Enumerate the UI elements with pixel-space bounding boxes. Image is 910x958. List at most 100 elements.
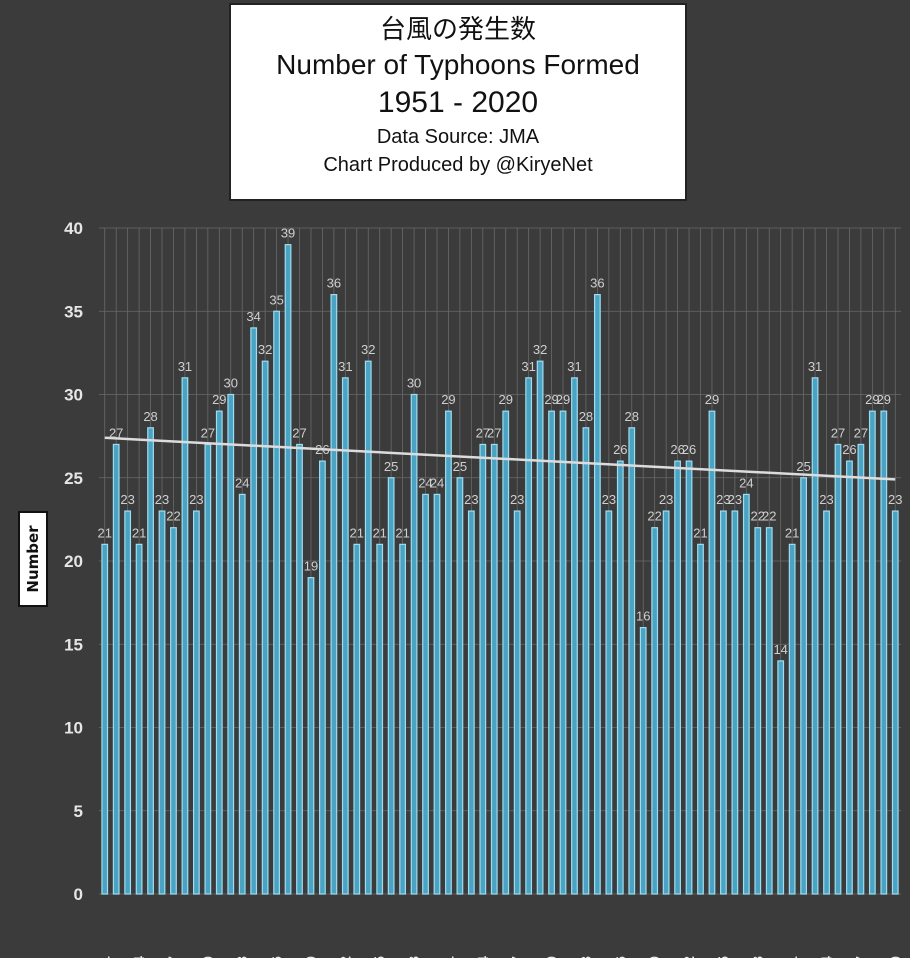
bar-2006: [731, 510, 739, 895]
x-tick-label: 1984: [475, 955, 492, 958]
value-label-1958: 31: [178, 359, 192, 374]
value-label-1951: 21: [97, 525, 111, 540]
value-label-1968: 27: [292, 425, 306, 440]
bar-1965: [261, 360, 269, 895]
data-source: Data Source: JMA: [376, 126, 540, 148]
value-label-1989: 32: [533, 342, 547, 357]
bar-2013: [811, 377, 819, 895]
value-label-2007: 24: [739, 475, 753, 490]
value-label-1969: 19: [304, 559, 318, 574]
x-tick-label: 2017: [853, 956, 870, 958]
bar-1989: [536, 360, 544, 895]
chart-credit: Chart Produced by @KiryeNet: [323, 154, 593, 176]
value-label-1962: 30: [224, 376, 238, 391]
bar-1988: [525, 377, 533, 895]
x-tick-label: 1990: [544, 956, 561, 958]
bar-1979: [422, 493, 429, 895]
value-label-1966: 35: [269, 292, 283, 307]
value-label-1970: 26: [315, 442, 329, 457]
x-tick-label: 1969: [303, 956, 320, 958]
value-label-2012: 25: [796, 459, 810, 474]
y-tick-label: 20: [64, 552, 83, 571]
bar-1966: [273, 310, 280, 895]
value-label-1954: 21: [132, 525, 146, 540]
value-label-1981: 29: [441, 392, 455, 407]
bar-1955: [147, 427, 154, 895]
bar-2011: [788, 543, 796, 895]
bar-2019: [880, 410, 888, 895]
chart-title: Number of Typhoons Formed: [276, 49, 640, 80]
bar-2000: [662, 510, 670, 895]
value-label-1964: 34: [246, 309, 260, 324]
value-label-1980: 24: [430, 475, 444, 490]
value-label-2002: 26: [682, 442, 696, 457]
bar-1959: [192, 510, 200, 895]
value-label-1952: 27: [109, 425, 123, 440]
y-tick-label: 25: [64, 469, 83, 488]
bar-1974: [364, 360, 372, 895]
bar-2015: [834, 443, 842, 895]
value-label-2009: 22: [762, 509, 776, 524]
value-label-1955: 28: [143, 409, 157, 424]
value-label-1992: 31: [567, 359, 581, 374]
value-label-1987: 23: [510, 492, 524, 507]
value-label-2003: 21: [693, 525, 707, 540]
value-label-1977: 21: [395, 525, 409, 540]
bar-1981: [445, 410, 452, 895]
value-label-1963: 24: [235, 475, 249, 490]
value-label-2000: 23: [659, 492, 673, 507]
bar-2009: [765, 527, 773, 895]
x-tick-label: 1981: [440, 956, 457, 958]
value-label-1967: 39: [281, 226, 295, 241]
value-label-1985: 27: [487, 425, 501, 440]
value-label-1984: 27: [476, 425, 490, 440]
value-label-1965: 32: [258, 342, 272, 357]
bar-1972: [341, 377, 349, 895]
value-label-2013: 31: [808, 359, 822, 374]
value-label-1982: 25: [453, 459, 467, 474]
bars: [101, 244, 899, 895]
value-label-2019: 29: [877, 392, 891, 407]
value-label-2016: 26: [842, 442, 856, 457]
bar-2003: [697, 543, 704, 895]
bar-1951: [101, 543, 109, 895]
bar-2008: [754, 527, 762, 895]
value-label-1998: 16: [636, 609, 650, 624]
bar-2016: [846, 460, 853, 895]
bar-1992: [571, 377, 578, 895]
value-label-1999: 22: [647, 509, 661, 524]
x-tick-label: 2020: [887, 956, 904, 958]
value-label-1994: 36: [590, 276, 604, 291]
bar-2014: [823, 510, 830, 895]
x-tick-label: 2005: [715, 956, 732, 958]
bar-1978: [410, 393, 418, 895]
value-label-2020: 23: [888, 492, 902, 507]
value-label-1983: 23: [464, 492, 478, 507]
chart-title-japanese: 台風の発生数: [379, 15, 536, 45]
value-label-2004: 29: [705, 392, 719, 407]
value-label-2018: 29: [865, 392, 879, 407]
bar-1983: [467, 510, 475, 895]
bar-1987: [513, 510, 521, 895]
bar-2010: [777, 660, 785, 895]
bar-1994: [593, 294, 601, 895]
value-label-1995: 23: [602, 492, 616, 507]
bar-1980: [433, 493, 441, 895]
value-label-2010: 14: [773, 642, 787, 657]
value-label-1956: 23: [155, 492, 169, 507]
value-label-2005: 23: [716, 492, 730, 507]
x-tick-label: 2014: [819, 955, 836, 958]
value-label-1960: 27: [201, 425, 215, 440]
bar-1973: [353, 543, 361, 895]
value-label-1975: 21: [372, 525, 386, 540]
value-label-2015: 27: [831, 425, 845, 440]
trend-line: [104, 436, 896, 481]
x-tick-label: 2008: [750, 956, 767, 958]
bar-2018: [868, 410, 876, 895]
x-tick-label: 1993: [578, 956, 595, 958]
x-tick-label: 1957: [165, 956, 182, 958]
x-tick-label: 1951: [97, 956, 114, 958]
y-tick-label: 5: [74, 802, 83, 821]
bar-1961: [215, 410, 223, 895]
